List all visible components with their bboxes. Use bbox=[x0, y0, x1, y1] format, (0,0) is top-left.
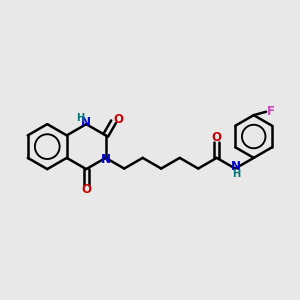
Text: O: O bbox=[113, 113, 124, 126]
Text: N: N bbox=[101, 153, 111, 166]
Text: F: F bbox=[267, 105, 274, 118]
Text: N: N bbox=[81, 116, 91, 129]
Text: N: N bbox=[231, 160, 241, 173]
Text: H: H bbox=[76, 113, 84, 123]
Text: H: H bbox=[232, 169, 241, 178]
Text: O: O bbox=[81, 183, 91, 196]
Text: O: O bbox=[212, 131, 222, 144]
